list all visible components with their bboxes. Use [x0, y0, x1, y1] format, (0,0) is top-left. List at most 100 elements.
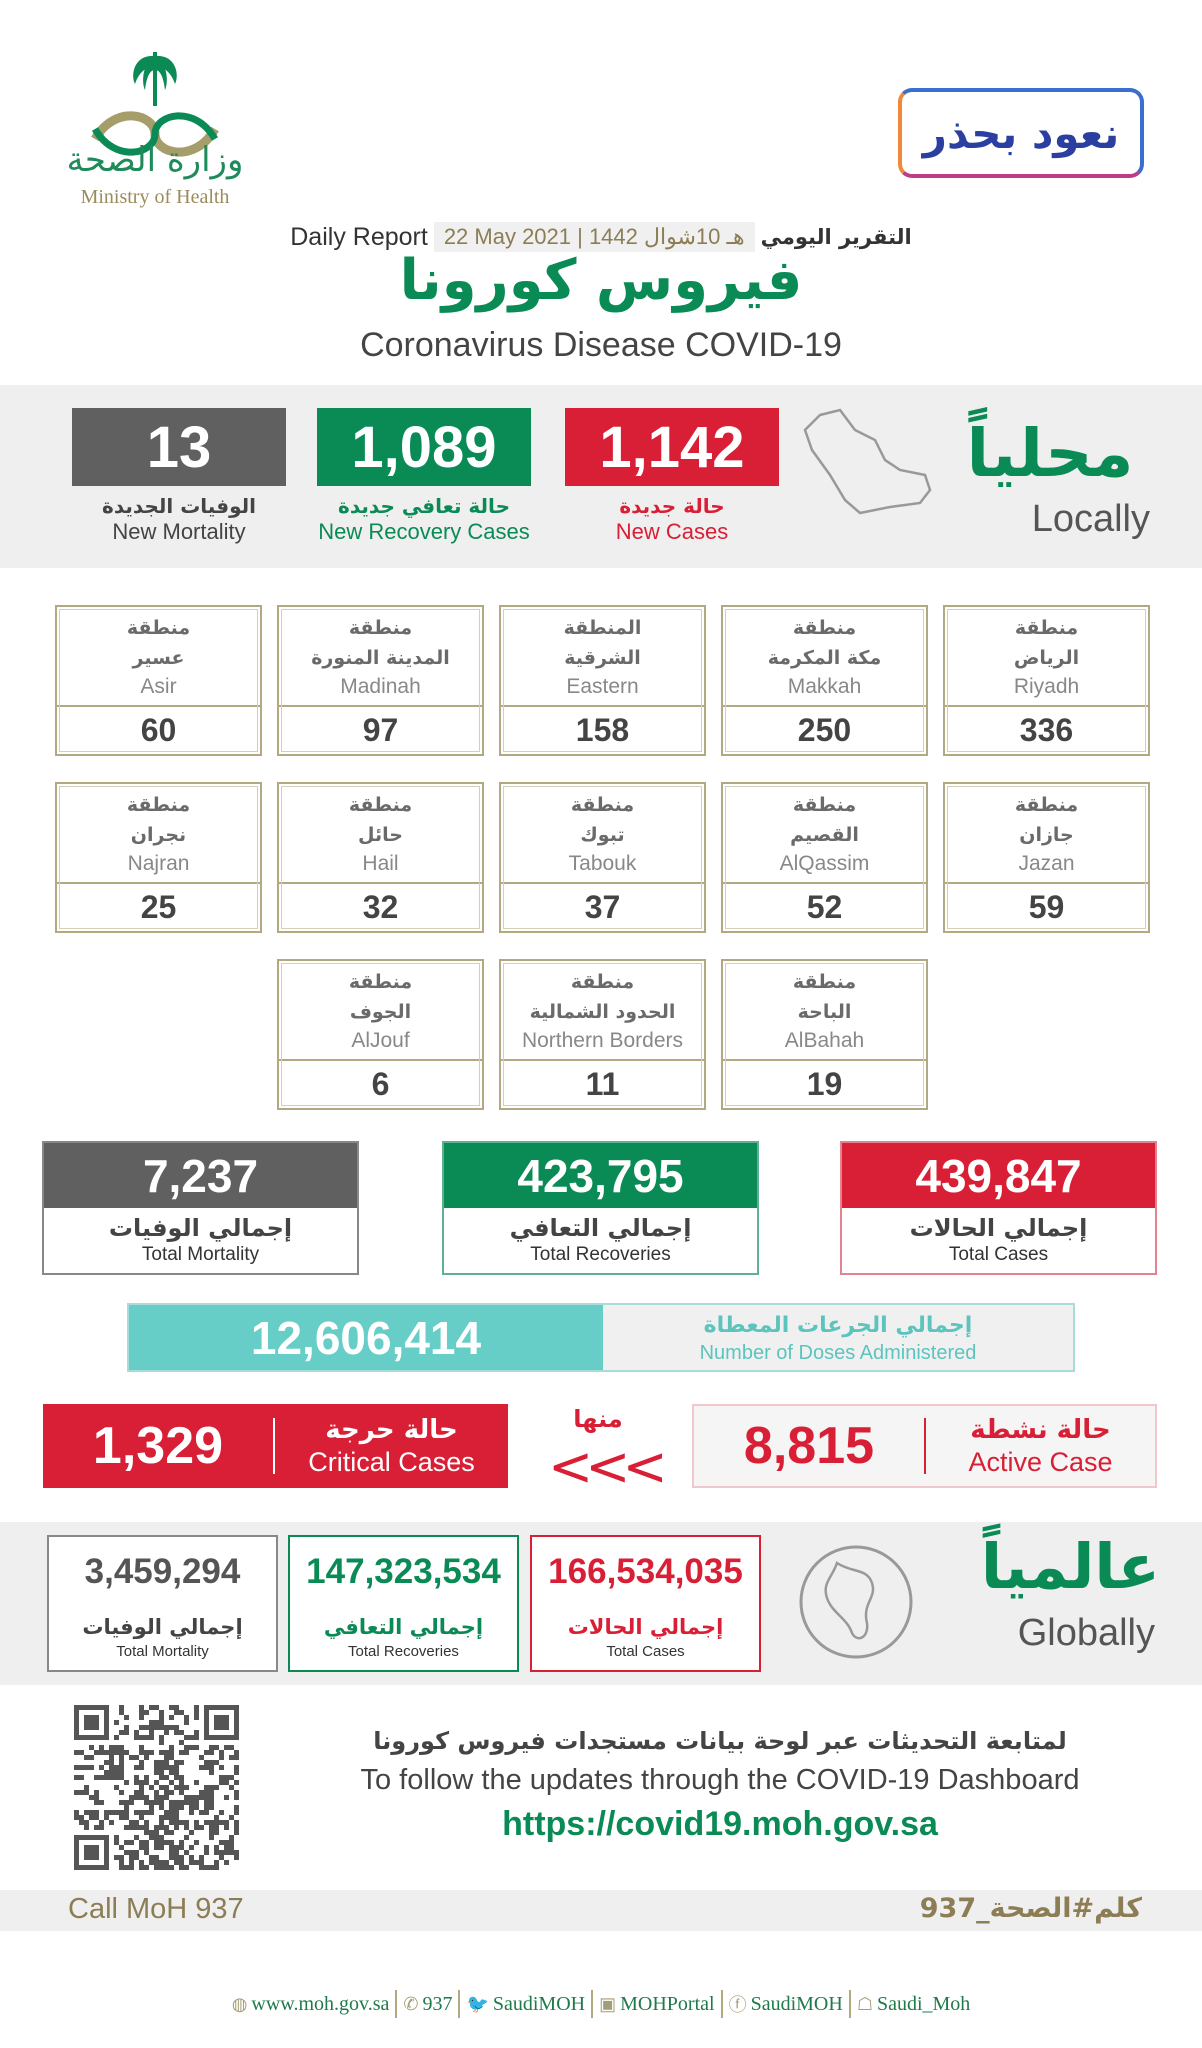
report-label-en: Daily Report [290, 222, 428, 251]
moh-logo-english: Ministry of Health [80, 186, 230, 208]
region-value: 97 [362, 712, 399, 748]
footer-link-facebook[interactable]: ⓕ SaudiMOH [723, 1991, 849, 2017]
region-value: 6 [371, 1066, 390, 1102]
region-en-name: Asir [140, 675, 177, 698]
doses-card: 12,606,414 إجمالي الجرعات المعطاة Number … [127, 1303, 1075, 1372]
region-card-aljouf: منطقة الجوف AlJouf 6 [277, 959, 484, 1110]
qr-code[interactable] [74, 1705, 239, 1870]
dashboard-text-en: To follow the updates through the COVID-… [360, 1764, 1080, 1796]
footer-links: ◍ www.moh.gov.sa ✆ 937 🐦 SaudiMOH ▣ MOHPortal ⓕ S… [0, 1990, 1202, 2018]
region-en-name: Riyadh [1013, 675, 1080, 698]
footer-link-snapchat[interactable]: ☖ Saudi_Moh [851, 1993, 976, 2016]
region-ar-prefix: منطقة [348, 971, 413, 993]
moh-logo-emblem [91, 52, 219, 157]
footer-link-twitter[interactable]: 🐦 SaudiMOH [460, 1993, 591, 2016]
global-mortality-card: 3,459,294 إجمالي الوفيات Total Mortality [47, 1535, 278, 1672]
region-label: منطقة الباحة AlBahah [723, 961, 926, 1061]
dashboard-link[interactable]: https://covid19.moh.gov.sa [502, 1805, 938, 1843]
region-card-hail: منطقة حائل Hail 32 [277, 782, 484, 933]
new-recovery-label: حالة تعافي جديدة New Recovery Cases [304, 494, 544, 545]
new-cases-en: New Cases [615, 519, 729, 544]
new-cases-ar: حالة جديدة [619, 494, 725, 518]
locally-label-en: Locally [1031, 498, 1150, 540]
region-ar-prefix: منطقة [792, 971, 857, 993]
active-ar: حالة نشطة [970, 1414, 1111, 1445]
new-mortality-en: New Mortality [112, 519, 246, 544]
region-ar-name: الجوف [349, 1001, 412, 1023]
region-card-northern-borders: منطقة الحدود الشمالية Northern Borders 11 [499, 959, 706, 1110]
total-mortality-en: Total Mortality [141, 1244, 260, 1265]
globe-icon: ◍ [231, 1993, 248, 2014]
region-en-name: Makkah [787, 675, 862, 698]
total-mortality-value: 7,237 [44, 1143, 357, 1208]
new-mortality-label: الوفيات الجديدة New Mortality [59, 494, 299, 545]
region-ar-name: القصيم [790, 824, 859, 846]
region-label: منطقة الرياض Riyadh [945, 607, 1148, 707]
total-recoveries-ar: إجمالي التعافي [509, 1214, 692, 1242]
new-recovery-value: 1,089 [317, 408, 531, 486]
footer-link-youtube[interactable]: ▣ MOHPortal [593, 1993, 720, 2016]
critical-value: 1,329 [92, 1417, 224, 1475]
region-value: 59 [1028, 889, 1065, 925]
total-cases-card: 439,847 إجمالي الحالات Total Cases [840, 1141, 1157, 1275]
new-cases-label: حالة جديدة New Cases [552, 494, 792, 545]
region-ar-name: المدينة المنورة [311, 647, 450, 669]
moh-logo-arabic: وزارة الصحة [66, 140, 244, 180]
footer-link-label: 937 [422, 1992, 453, 2015]
separator [458, 1990, 461, 2018]
region-en-name: Najran [127, 852, 190, 875]
global-recoveries-en: Total Recoveries [348, 1643, 459, 1660]
locally-label-ar: محلياً [966, 415, 1134, 492]
globally-label-en: Globally [1017, 1612, 1155, 1654]
region-card-najran: منطقة نجران Najran 25 [55, 782, 262, 933]
divider [273, 1418, 275, 1474]
region-ar-name: عسير [132, 647, 185, 669]
footer-link-label: MOHPortal [620, 1992, 715, 2015]
new-recovery-ar: حالة تعافي جديدة [338, 494, 510, 518]
region-value: 250 [797, 712, 852, 748]
region-card-asir: منطقة عسير Asir 60 [55, 605, 262, 756]
region-ar-prefix: منطقة [126, 617, 191, 639]
region-value: 60 [140, 712, 177, 748]
footer-link-globe[interactable]: ◍ www.moh.gov.sa [226, 1993, 396, 2016]
region-label: منطقة حائل Hail [279, 784, 482, 884]
region-value: 158 [575, 712, 630, 748]
footer-link-label: www.moh.gov.sa [251, 1992, 390, 2015]
facebook-icon: ⓕ [728, 1995, 747, 2015]
region-ar-name: نجران [130, 824, 187, 846]
campaign-logo: نعود بحذر [898, 88, 1144, 178]
total-cases-value: 439,847 [842, 1143, 1155, 1208]
region-label: منطقة عسير Asir [57, 607, 260, 707]
region-value: 336 [1019, 712, 1074, 748]
global-cases-card: 166,534,035 إجمالي الحالات Total Cases [530, 1535, 761, 1672]
report-line: Daily Report 22 May 2021 | 1442 هـ 10شوا… [0, 222, 1202, 252]
active-en: Active Case [968, 1446, 1113, 1477]
footer-link-phone[interactable]: ✆ 937 [397, 1993, 458, 2016]
region-ar-name: حائل [358, 824, 403, 846]
campaign-logo-text: نعود بحذر [922, 108, 1120, 158]
region-value: 52 [806, 889, 843, 925]
separator [395, 1990, 398, 2018]
region-value: 32 [362, 889, 399, 925]
region-ar-name: الحدود الشمالية [529, 1001, 676, 1023]
saudi-map-icon [803, 408, 932, 515]
dashboard-text-ar: لمتابعة التحديثات عبر لوحة بيانات مستجدا… [373, 1727, 1067, 1755]
region-ar-name: الرياض [1013, 647, 1080, 669]
separator [848, 1990, 851, 2018]
call-band [0, 1890, 1202, 1931]
report-date: 22 May 2021 | 1442 هـ 10شوال [433, 222, 755, 252]
region-label: منطقة مكة المكرمة Makkah [723, 607, 926, 707]
region-card-madinah: منطقة المدينة المنورة Madinah 97 [277, 605, 484, 756]
page-title-en: Coronavirus Disease COVID-19 [360, 326, 842, 364]
region-en-name: Hail [362, 852, 399, 875]
region-ar-prefix: منطقة [126, 794, 191, 816]
doses-label: إجمالي الجرعات المعطاة Number of Doses Ad… [603, 1305, 1073, 1370]
region-value: 25 [140, 889, 177, 925]
active-value: 8,815 [743, 1417, 875, 1475]
global-recoveries-ar: إجمالي التعافي [323, 1615, 484, 1639]
globe-icon [799, 1545, 913, 1659]
new-mortality-ar: الوفيات الجديدة [102, 494, 256, 518]
region-label: منطقة جازان Jazan [945, 784, 1148, 884]
region-label: منطقة المدينة المنورة Madinah [279, 607, 482, 707]
region-ar-name: جازان [1019, 824, 1074, 846]
